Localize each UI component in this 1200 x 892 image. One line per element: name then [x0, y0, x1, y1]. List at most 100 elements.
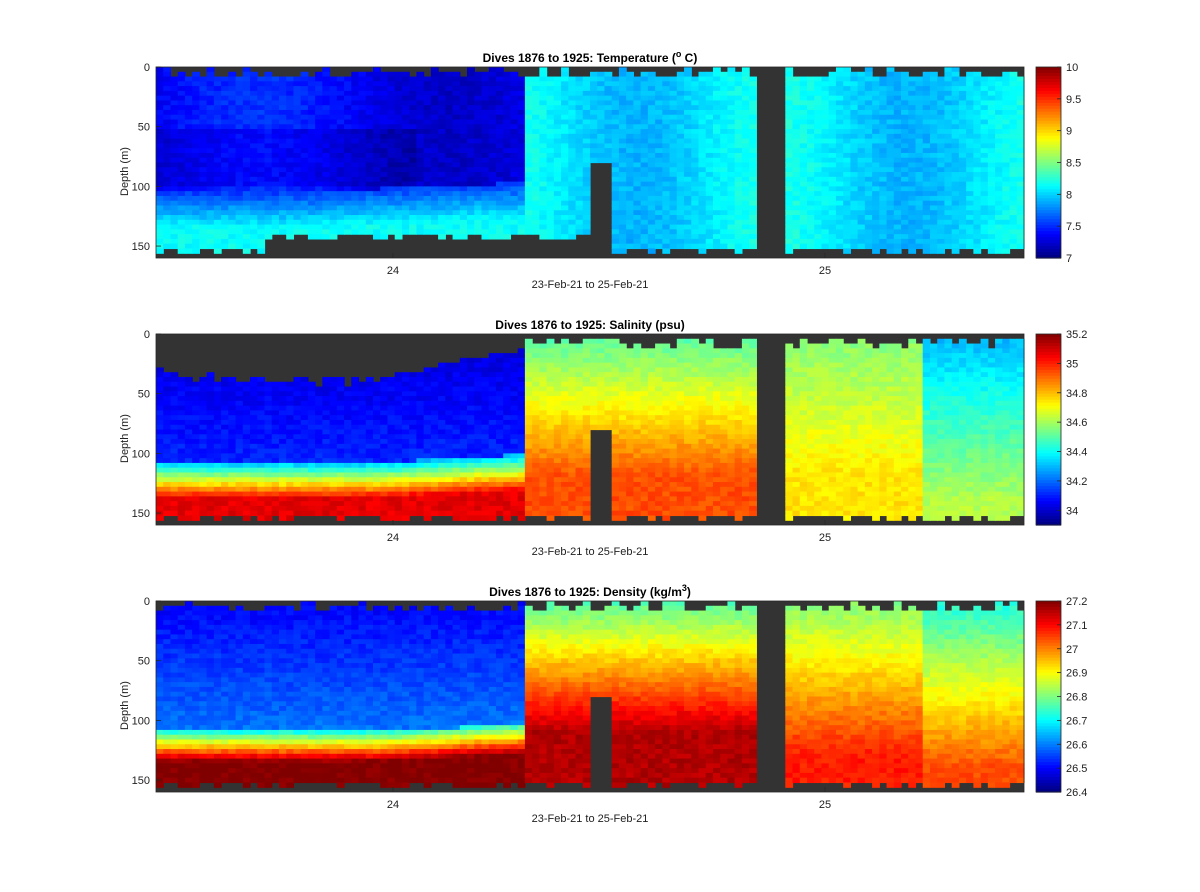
- heatmap-cell: [430, 205, 439, 211]
- heatmap-cell: [264, 109, 273, 116]
- heatmap-cell: [300, 191, 309, 197]
- heatmap-cell: [814, 219, 823, 226]
- heatmap-cell: [575, 95, 584, 102]
- heatmap-cell: [915, 148, 924, 154]
- heatmap-cell: [221, 453, 229, 459]
- heatmap-cell: [966, 76, 974, 82]
- heatmap-cell: [423, 133, 432, 140]
- heatmap-cell: [640, 181, 649, 187]
- heatmap-cell: [286, 482, 295, 488]
- heatmap-cell: [850, 157, 859, 164]
- heatmap-cell: [156, 119, 164, 125]
- heatmap-cell: [532, 138, 540, 145]
- heatmap-cell: [488, 219, 497, 226]
- heatmap-cell: [481, 186, 490, 192]
- heatmap-cell: [221, 100, 229, 106]
- heatmap-cell: [561, 172, 569, 178]
- heatmap-cell: [206, 90, 215, 97]
- heatmap-cell: [401, 81, 410, 87]
- heatmap-cell: [590, 109, 598, 116]
- heatmap-cell: [481, 114, 490, 121]
- heatmap-cell: [712, 176, 721, 183]
- heatmap-cell: [445, 176, 454, 183]
- heatmap-cell: [553, 205, 562, 211]
- heatmap-cell: [857, 210, 866, 216]
- heatmap-cell: [691, 191, 700, 197]
- heatmap-cell: [199, 243, 208, 250]
- heatmap-cell: [1002, 219, 1011, 226]
- heatmap-cell: [293, 215, 302, 221]
- heatmap-cell: [995, 76, 1003, 82]
- heatmap-cell: [278, 133, 287, 140]
- heatmap-cell: [365, 224, 374, 230]
- heatmap-cell: [423, 205, 432, 211]
- heatmap-cell: [698, 176, 707, 183]
- heatmap-cell: [250, 419, 258, 426]
- heatmap-cell: [908, 186, 917, 192]
- heatmap-cell: [886, 133, 895, 140]
- heatmap-cell: [647, 248, 656, 254]
- heatmap-cell: [257, 482, 266, 488]
- heatmap-cell: [886, 176, 895, 183]
- heatmap-cell: [590, 95, 598, 102]
- heatmap-cell: [373, 224, 381, 230]
- heatmap-cell: [416, 95, 425, 102]
- heatmap-cell: [958, 95, 967, 102]
- heatmap-cell: [532, 143, 540, 149]
- heatmap-cell: [192, 138, 200, 145]
- heatmap-cell: [929, 143, 938, 149]
- heatmap-cell: [459, 234, 468, 240]
- heatmap-cell: [785, 95, 794, 102]
- heatmap-cell: [987, 129, 996, 135]
- heatmap-cell: [662, 176, 671, 183]
- heatmap-cell: [278, 458, 287, 464]
- heatmap-cell: [749, 86, 757, 92]
- heatmap-cell: [495, 152, 504, 159]
- heatmap-cell: [351, 181, 360, 187]
- heatmap-cell: [235, 381, 244, 388]
- heatmap-cell: [264, 143, 273, 149]
- heatmap-cell: [749, 100, 757, 106]
- heatmap-cell: [929, 152, 938, 159]
- heatmap-cell: [582, 114, 591, 121]
- heatmap-cell: [235, 491, 244, 497]
- heatmap-cell: [336, 443, 345, 450]
- heatmap-cell: [278, 391, 287, 397]
- heatmap-cell: [271, 167, 280, 173]
- heatmap-cell: [206, 510, 215, 517]
- heatmap-cell: [264, 419, 273, 426]
- heatmap-cell: [257, 243, 266, 250]
- heatmap-cell: [286, 458, 295, 464]
- heatmap-cell: [221, 501, 229, 507]
- heatmap-cell: [242, 482, 251, 488]
- heatmap-cell: [199, 100, 208, 106]
- heatmap-cell: [929, 105, 938, 111]
- heatmap-cell: [944, 234, 953, 240]
- heatmap-cell: [459, 205, 468, 211]
- heatmap-cell: [951, 71, 960, 78]
- heatmap-cell: [156, 376, 164, 383]
- heatmap-cell: [322, 477, 331, 483]
- heatmap-cell: [206, 167, 215, 173]
- heatmap-cell: [937, 229, 946, 235]
- heatmap-cell: [206, 405, 215, 412]
- heatmap-cell: [944, 191, 953, 197]
- heatmap-cell: [228, 510, 237, 517]
- heatmap-cell: [705, 124, 714, 130]
- heatmap-cell: [481, 119, 490, 125]
- heatmap-cell: [221, 186, 229, 192]
- heatmap-cell: [329, 482, 338, 488]
- heatmap-cell: [698, 162, 707, 168]
- heatmap-cell: [387, 90, 396, 97]
- heatmap-cell: [561, 176, 569, 183]
- heatmap-cell: [307, 424, 316, 431]
- heatmap-cell: [626, 119, 634, 125]
- heatmap-cell: [792, 138, 801, 145]
- heatmap-cell: [257, 486, 266, 493]
- heatmap-cell: [445, 229, 454, 235]
- heatmap-cell: [792, 162, 801, 168]
- heatmap-cell: [206, 210, 215, 216]
- heatmap-cell: [300, 205, 309, 211]
- heatmap-cell: [467, 67, 475, 73]
- heatmap-cell: [821, 219, 830, 226]
